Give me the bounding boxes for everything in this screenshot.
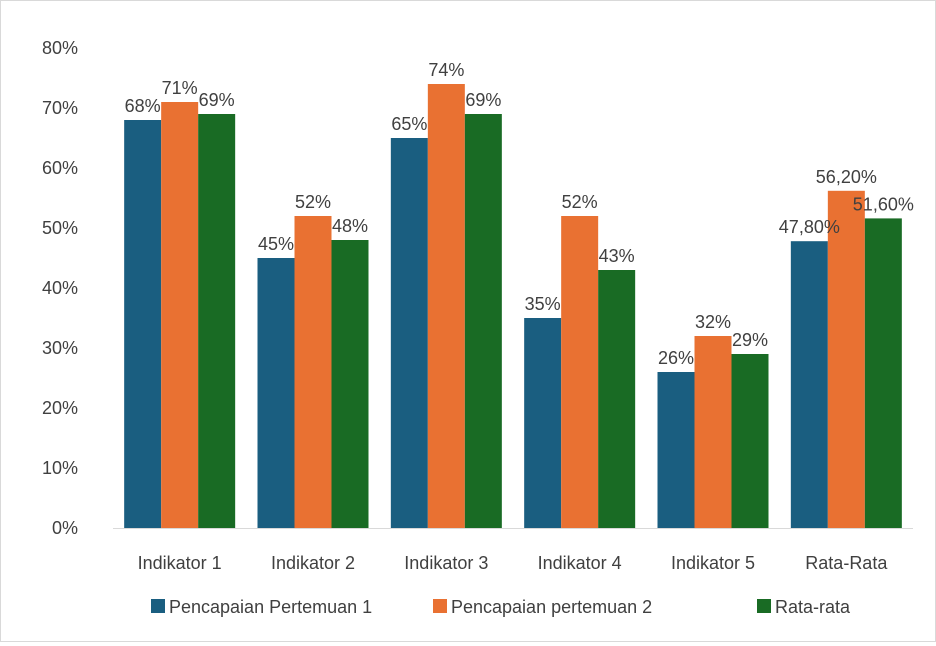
data-label: 32% bbox=[695, 312, 731, 332]
y-axis: 0% 10% 20% 30% 40% 50% 60% 70% 80% bbox=[42, 38, 78, 538]
bar bbox=[524, 318, 562, 528]
bar bbox=[294, 216, 332, 528]
data-label: 56,20% bbox=[816, 167, 877, 187]
data-label: 35% bbox=[525, 294, 561, 314]
bar bbox=[464, 114, 502, 528]
bar bbox=[561, 216, 599, 528]
bar bbox=[390, 138, 428, 528]
y-tick-label: 20% bbox=[42, 398, 78, 418]
legend: Pencapaian Pertemuan 1 Pencapaian pertemu… bbox=[151, 597, 851, 617]
bar bbox=[827, 190, 865, 529]
bar bbox=[331, 240, 369, 528]
x-tick-label: Indikator 3 bbox=[404, 553, 488, 573]
legend-swatch bbox=[151, 599, 165, 613]
y-tick-label: 80% bbox=[42, 38, 78, 58]
data-labels-group: 68%71%69%45%52%48%65%74%69%35%52%43%26%3… bbox=[125, 60, 914, 368]
data-label: 52% bbox=[295, 192, 331, 212]
bar bbox=[198, 114, 236, 528]
x-tick-label: Indikator 4 bbox=[538, 553, 622, 573]
bar bbox=[257, 258, 295, 528]
data-label: 69% bbox=[199, 90, 235, 110]
bar bbox=[124, 120, 162, 528]
bar bbox=[161, 102, 199, 528]
bar bbox=[790, 241, 828, 528]
bar bbox=[731, 354, 769, 528]
data-label: 47,80% bbox=[779, 217, 840, 237]
bar bbox=[864, 218, 902, 528]
y-tick-label: 30% bbox=[42, 338, 78, 358]
y-tick-label: 10% bbox=[42, 458, 78, 478]
data-label: 65% bbox=[391, 114, 427, 134]
x-tick-label: Rata-Rata bbox=[805, 553, 888, 573]
data-label: 68% bbox=[125, 96, 161, 116]
y-tick-label: 50% bbox=[42, 218, 78, 238]
x-tick-label: Indikator 1 bbox=[138, 553, 222, 573]
data-label: 52% bbox=[562, 192, 598, 212]
data-label: 43% bbox=[599, 246, 635, 266]
bar bbox=[598, 270, 636, 528]
data-label: 26% bbox=[658, 348, 694, 368]
legend-swatch bbox=[433, 599, 447, 613]
legend-label: Pencapaian Pertemuan 1 bbox=[169, 597, 372, 617]
y-tick-label: 60% bbox=[42, 158, 78, 178]
x-tick-label: Indikator 2 bbox=[271, 553, 355, 573]
data-label: 51,60% bbox=[853, 194, 914, 214]
bar bbox=[427, 84, 465, 528]
data-label: 74% bbox=[428, 60, 464, 80]
data-label: 69% bbox=[465, 90, 501, 110]
legend-label: Rata-rata bbox=[775, 597, 851, 617]
y-tick-label: 0% bbox=[52, 518, 78, 538]
data-label: 45% bbox=[258, 234, 294, 254]
data-label: 29% bbox=[732, 330, 768, 350]
bar bbox=[694, 336, 732, 528]
data-label: 71% bbox=[162, 78, 198, 98]
x-tick-label: Indikator 5 bbox=[671, 553, 755, 573]
bars-group bbox=[124, 84, 902, 529]
y-tick-label: 70% bbox=[42, 98, 78, 118]
data-label: 48% bbox=[332, 216, 368, 236]
y-tick-label: 40% bbox=[42, 278, 78, 298]
x-axis: Indikator 1 Indikator 2 Indikator 3 Indikat… bbox=[113, 528, 913, 573]
legend-swatch bbox=[757, 599, 771, 613]
legend-label: Pencapaian pertemuan 2 bbox=[451, 597, 652, 617]
bar bbox=[657, 372, 695, 528]
